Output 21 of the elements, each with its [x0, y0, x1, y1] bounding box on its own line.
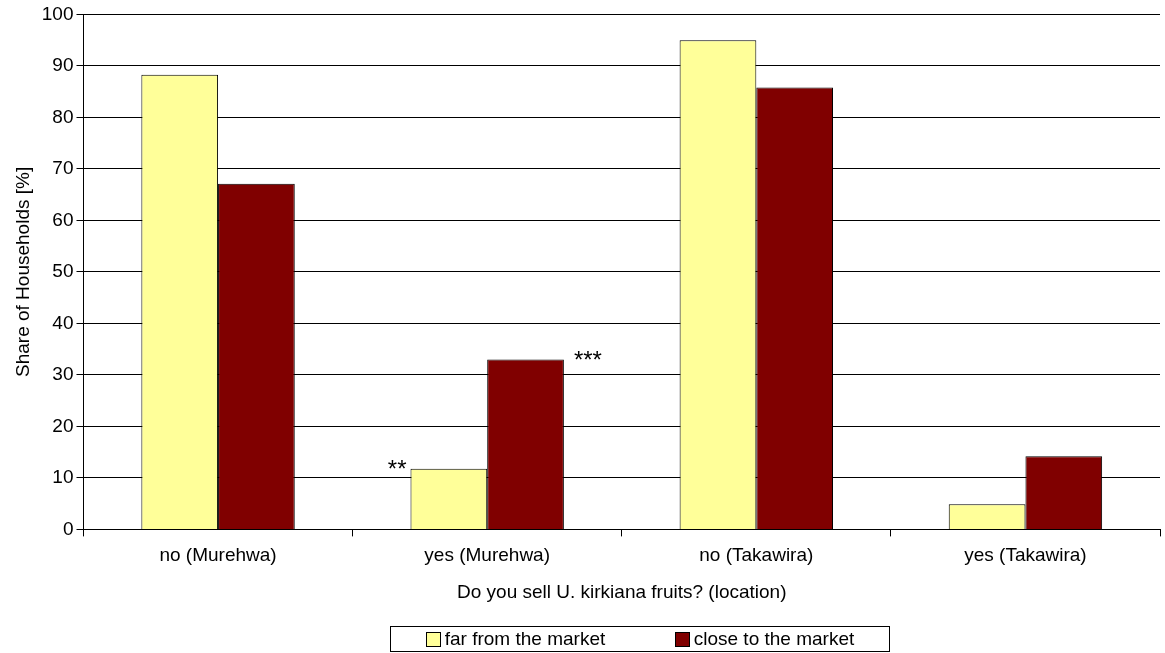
x-axis-title: Do you sell U. kirkiana fruits? (location) — [457, 580, 787, 602]
y-tick-label: 90 — [52, 54, 74, 76]
y-tick-label: 100 — [41, 2, 74, 24]
y-tick-label: 80 — [52, 105, 74, 127]
y-tick-label: 0 — [62, 517, 74, 539]
x-tick-label: no (Murehwa) — [159, 544, 277, 566]
legend-label: close to the market — [693, 628, 855, 650]
y-tick-label: 40 — [52, 311, 74, 333]
y-tick-label: 30 — [52, 363, 74, 385]
annotation: *** — [573, 346, 602, 374]
y-tick-label: 20 — [52, 414, 74, 436]
y-axis-title: Share of Households [%] — [11, 166, 33, 377]
annotation: ** — [387, 455, 407, 483]
y-tick-label: 50 — [52, 260, 74, 282]
x-tick-label: yes (Murehwa) — [424, 544, 551, 566]
x-tick-label: no (Takawira) — [699, 544, 814, 566]
y-tick-label: 70 — [52, 157, 74, 179]
legend-label: far from the market — [444, 628, 606, 650]
y-tick-label: 60 — [52, 208, 74, 230]
y-tick-label: 10 — [52, 466, 74, 488]
x-tick-label: yes (Takawira) — [964, 544, 1087, 566]
